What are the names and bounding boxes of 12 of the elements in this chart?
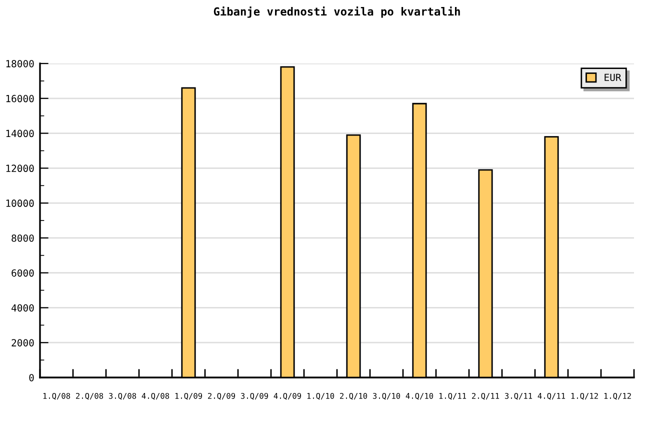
y-tick-label: 14000 <box>6 130 34 138</box>
y-tick-label: 18000 <box>6 60 34 68</box>
y-tick-label: 16000 <box>6 94 34 102</box>
y-tick-label: 0 <box>29 374 34 382</box>
legend-label: EUR <box>604 74 622 82</box>
chart-title: Gibanje vrednosti vozila po kvartalih <box>214 6 460 18</box>
y-tick-label: 2000 <box>12 339 34 346</box>
y-tick-label: 6000 <box>12 269 34 277</box>
y-tick-label: 4000 <box>12 304 34 312</box>
y-tick-label: 8000 <box>12 234 34 242</box>
y-tick-label: 12000 <box>6 164 34 172</box>
y-tick-label: 10000 <box>6 200 34 207</box>
